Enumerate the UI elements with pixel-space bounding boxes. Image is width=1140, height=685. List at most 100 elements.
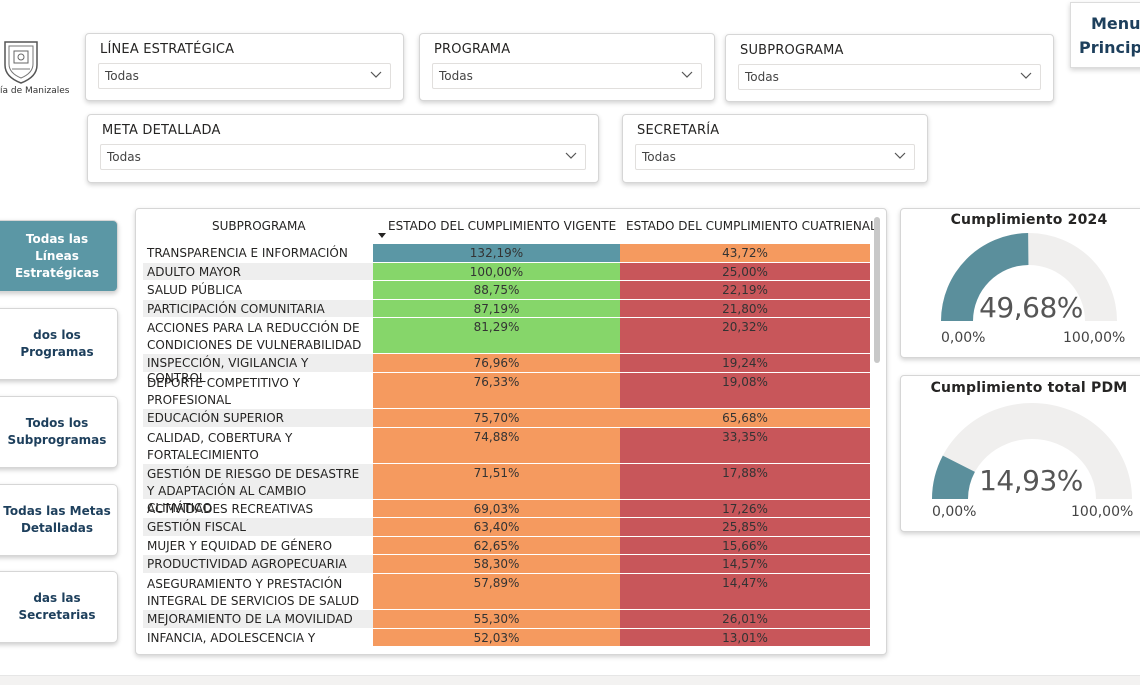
gauge-max: 100,00% bbox=[1071, 504, 1134, 520]
btn-label: dos los Programas bbox=[20, 328, 94, 359]
bottom-bar bbox=[0, 675, 1140, 685]
slicer-meta-detallada: META DETALLADA Todas bbox=[87, 114, 599, 183]
btn-todas-secretarias[interactable]: das las Secretarias bbox=[0, 571, 118, 643]
table-row[interactable]: PRODUCTIVIDAD AGROPECUARIA 58,30% 14,57% bbox=[143, 555, 870, 574]
cell-vigente: 76,33% bbox=[373, 372, 620, 408]
chevron-down-icon bbox=[565, 152, 577, 159]
cell-subprograma: GESTIÓN DE RIESGO DE DESASTRE Y ADAPTACI… bbox=[143, 463, 373, 515]
table-row[interactable]: INSPECCIÓN, VIGILANCIA Y CONTROL 76,96% 19… bbox=[143, 354, 870, 385]
cell-cuatrienal: 14,47% bbox=[620, 573, 870, 609]
gauge-value: 49,68% bbox=[979, 291, 1083, 324]
table-row[interactable]: TRANSPARENCIA E INFORMACIÓN 132,19% 43,72% bbox=[143, 244, 870, 263]
table-row[interactable]: SALUD PÚBLICA 88,75% 22,19% bbox=[143, 281, 870, 300]
table-row[interactable]: ADULTO MAYOR 100,00% 25,00% bbox=[143, 262, 870, 282]
table-row[interactable]: CALIDAD, COBERTURA Y FORTALECIMIENTO 74,8… bbox=[143, 427, 870, 464]
cell-subprograma: DEPORTE COMPETITIVO Y PROFESIONAL bbox=[147, 375, 301, 407]
table-row[interactable]: ASEGURAMIENTO Y PRESTACIÓN INTEGRAL DE S… bbox=[143, 573, 870, 610]
gauge-title: Cumplimiento total PDM bbox=[930, 380, 1128, 396]
cell-subprograma: INFANCIA, ADOLESCENCIA Y bbox=[147, 630, 316, 645]
cell-vigente: 87,19% bbox=[373, 299, 620, 318]
table-row[interactable]: DEPORTE COMPETITIVO Y PROFESIONAL 76,33% 1… bbox=[143, 372, 870, 409]
slicer-title: SUBPROGRAMA bbox=[740, 43, 844, 58]
btn-todos-subprogramas[interactable]: Todos los Subprogramas bbox=[0, 396, 118, 468]
cell-vigente: 52,03% bbox=[373, 628, 620, 647]
cell-cuatrienal: 19,08% bbox=[620, 372, 870, 408]
cell-vigente: 132,19% bbox=[373, 244, 620, 262]
gauge-cumplimiento-2024: Cumplimiento 2024 49,68% 0,00% 100,00% bbox=[900, 208, 1140, 358]
cell-subprograma: ASEGURAMIENTO Y PRESTACIÓN INTEGRAL DE S… bbox=[147, 576, 360, 608]
alcaldia-logo: ía de Manizales bbox=[0, 38, 80, 102]
cell-cuatrienal: 65,68% bbox=[620, 408, 870, 427]
cell-cuatrienal: 19,24% bbox=[620, 354, 870, 372]
linea-dropdown[interactable]: Todas bbox=[98, 63, 391, 89]
header-subprograma[interactable]: SUBPROGRAMA bbox=[212, 219, 306, 233]
cell-vigente: 76,96% bbox=[373, 354, 620, 372]
meta-dropdown[interactable]: Todas bbox=[100, 144, 586, 170]
cell-cuatrienal: 43,72% bbox=[620, 244, 870, 262]
table-row[interactable]: INFANCIA, ADOLESCENCIA Y 52,03% 13,01% bbox=[143, 628, 870, 648]
gauge-arc bbox=[941, 233, 1117, 321]
slicer-linea-estrategica: LÍNEA ESTRATÉGICA Todas bbox=[85, 33, 404, 101]
cell-cuatrienal: 22,19% bbox=[620, 281, 870, 299]
slicer-programa: PROGRAMA Todas bbox=[419, 33, 715, 101]
gauge-value: 14,93% bbox=[979, 464, 1083, 497]
cell-vigente: 62,65% bbox=[373, 536, 620, 555]
btn-label: Todas las Metas Detalladas bbox=[3, 504, 111, 535]
slicer-title: PROGRAMA bbox=[434, 42, 511, 57]
cell-cuatrienal: 33,35% bbox=[620, 427, 870, 463]
cell-vigente: 75,70% bbox=[373, 408, 620, 427]
cell-subprograma: MEJORAMIENTO DE LA MOVILIDAD bbox=[143, 609, 373, 628]
dropdown-value: Todas bbox=[642, 150, 676, 164]
cell-cuatrienal: 15,66% bbox=[620, 536, 870, 555]
btn-todas-lineas[interactable]: Todas las Líneas Estratégicas bbox=[0, 220, 118, 292]
table-row[interactable]: GESTIÓN FISCAL 63,40% 25,85% bbox=[143, 518, 870, 537]
table-row[interactable]: MEJORAMIENTO DE LA MOVILIDAD 55,30% 26,01% bbox=[143, 609, 870, 629]
cell-vigente: 55,30% bbox=[373, 609, 620, 628]
slicer-title: META DETALLADA bbox=[102, 123, 221, 138]
gauge-max: 100,00% bbox=[1063, 330, 1126, 346]
menu-label-line2: Principa bbox=[1079, 38, 1140, 57]
chevron-down-icon bbox=[1020, 72, 1032, 79]
cell-vigente: 58,30% bbox=[373, 555, 620, 573]
cell-subprograma: MUJER Y EQUIDAD DE GÉNERO bbox=[147, 538, 333, 553]
dropdown-value: Todas bbox=[745, 70, 779, 84]
secretaria-dropdown[interactable]: Todas bbox=[635, 144, 915, 170]
cell-vigente: 63,40% bbox=[373, 518, 620, 536]
btn-label: Todos los Subprogramas bbox=[7, 416, 107, 447]
gauge-title: Cumplimiento 2024 bbox=[950, 212, 1108, 228]
menu-principal-button[interactable]: Menu Principa bbox=[1070, 2, 1140, 68]
dropdown-value: Todas bbox=[105, 69, 139, 83]
programa-dropdown[interactable]: Todas bbox=[432, 63, 702, 89]
cell-subprograma: INSPECCIÓN, VIGILANCIA Y CONTROL bbox=[143, 354, 373, 385]
table-row[interactable]: PARTICIPACIÓN COMUNITARIA 87,19% 21,80% bbox=[143, 299, 870, 319]
cell-subprograma: SALUD PÚBLICA bbox=[147, 283, 243, 298]
cell-vigente: 81,29% bbox=[373, 318, 620, 354]
table-scrollbar[interactable] bbox=[874, 217, 880, 363]
btn-todas-metas[interactable]: Todas las Metas Detalladas bbox=[0, 484, 118, 556]
btn-todos-programas[interactable]: dos los Programas bbox=[0, 308, 118, 380]
table-row[interactable]: ACCIONES PARA LA REDUCCIÓN DE CONDICIONE… bbox=[143, 318, 870, 355]
subprograma-dropdown[interactable]: Todas bbox=[738, 64, 1041, 90]
table-row[interactable]: MUJER Y EQUIDAD DE GÉNERO 62,65% 15,66% bbox=[143, 536, 870, 556]
cell-vigente: 74,88% bbox=[373, 427, 620, 463]
header-vigente[interactable]: ESTADO DEL CUMPLIMIENTO VIGENTE bbox=[388, 219, 617, 233]
cell-cuatrienal: 17,26% bbox=[620, 499, 870, 518]
cell-cuatrienal: 13,01% bbox=[620, 628, 870, 647]
sort-desc-icon bbox=[378, 233, 386, 238]
chevron-down-icon bbox=[894, 152, 906, 159]
table-row[interactable]: GESTIÓN DE RIESGO DE DESASTRE Y ADAPTACI… bbox=[143, 463, 870, 515]
cell-cuatrienal: 25,85% bbox=[620, 518, 870, 536]
table-row[interactable]: EDUCACIÓN SUPERIOR 75,70% 65,68% bbox=[143, 408, 870, 428]
cell-cuatrienal: 25,00% bbox=[620, 262, 870, 281]
table-body: TRANSPARENCIA E INFORMACIÓN 132,19% 43,72%… bbox=[143, 244, 870, 648]
cell-subprograma: ACCIONES PARA LA REDUCCIÓN DE CONDICIONE… bbox=[147, 321, 362, 353]
table-row[interactable]: ACTIVIDADES RECREATIVAS 69,03% 17,26% bbox=[143, 499, 870, 519]
gauge-track bbox=[932, 403, 1132, 499]
gauge-cumplimiento-pdm: Cumplimiento total PDM 14,93% 0,00% 100,… bbox=[900, 375, 1140, 532]
cell-subprograma: ADULTO MAYOR bbox=[143, 262, 373, 281]
cell-vigente: 100,00% bbox=[373, 262, 620, 281]
btn-label: Todas las Líneas Estratégicas bbox=[14, 231, 100, 280]
header-cuatrienal[interactable]: ESTADO DEL CUMPLIMIENTO CUATRIENAL bbox=[626, 219, 877, 233]
cell-subprograma: CALIDAD, COBERTURA Y FORTALECIMIENTO bbox=[147, 430, 293, 462]
chevron-down-icon bbox=[370, 71, 382, 78]
